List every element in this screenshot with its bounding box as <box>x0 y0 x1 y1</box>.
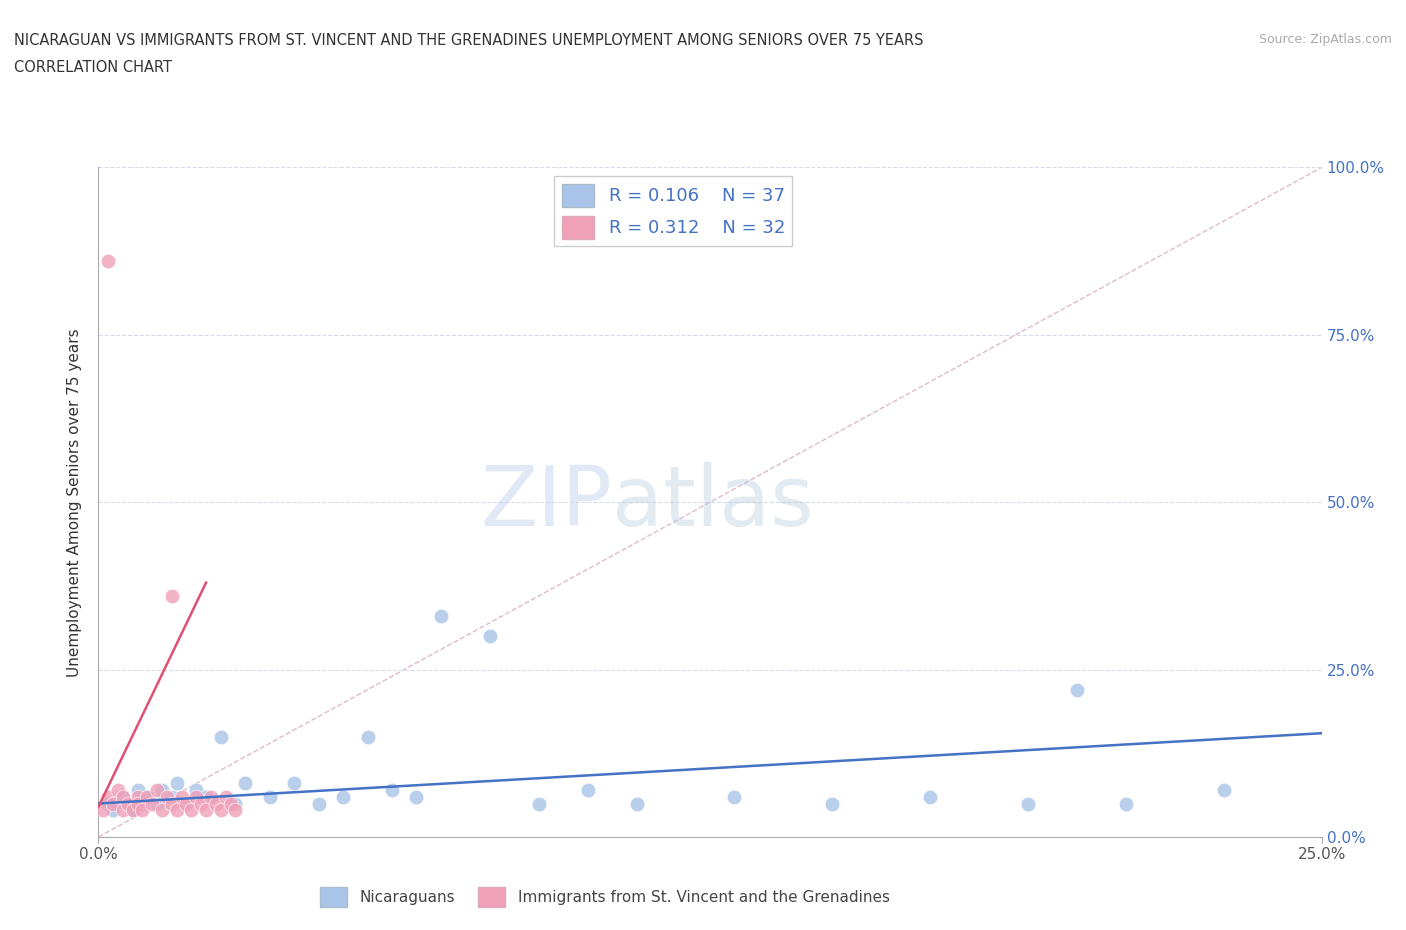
Point <box>259 790 281 804</box>
Point <box>131 803 153 817</box>
Point <box>156 790 179 804</box>
Point <box>127 790 149 804</box>
Point <box>170 790 193 804</box>
Point <box>150 783 173 798</box>
Point <box>626 796 648 811</box>
Point <box>111 790 134 804</box>
Point <box>111 803 134 817</box>
Text: atlas: atlas <box>612 461 814 543</box>
Point <box>160 790 183 804</box>
Point <box>195 790 218 804</box>
Point <box>146 796 169 811</box>
Text: NICARAGUAN VS IMMIGRANTS FROM ST. VINCENT AND THE GRENADINES UNEMPLOYMENT AMONG : NICARAGUAN VS IMMIGRANTS FROM ST. VINCEN… <box>14 33 924 47</box>
Point <box>195 803 218 817</box>
Point <box>1212 783 1234 798</box>
Point <box>209 803 232 817</box>
Point <box>180 803 202 817</box>
Point <box>107 783 129 798</box>
Point <box>224 796 246 811</box>
Point <box>101 803 124 817</box>
Point <box>150 803 173 817</box>
Point <box>723 790 745 804</box>
Point <box>186 790 208 804</box>
Point <box>101 796 124 811</box>
Point <box>97 254 120 269</box>
Point <box>920 790 942 804</box>
Point <box>136 790 159 804</box>
Point <box>224 803 246 817</box>
Point <box>576 783 599 798</box>
Y-axis label: Unemployment Among Seniors over 75 years: Unemployment Among Seniors over 75 years <box>67 328 83 676</box>
Point <box>166 803 188 817</box>
Point <box>332 790 354 804</box>
Legend: R = 0.106    N = 37, R = 0.312    N = 32: R = 0.106 N = 37, R = 0.312 N = 32 <box>554 177 792 246</box>
Point <box>127 783 149 798</box>
Point <box>1066 683 1088 698</box>
Point <box>117 796 139 811</box>
Point <box>283 776 305 790</box>
Text: ZIP: ZIP <box>481 461 612 543</box>
Point <box>97 796 120 811</box>
Point <box>233 776 256 790</box>
Point <box>190 796 212 811</box>
Point <box>146 783 169 798</box>
Point <box>121 803 143 817</box>
Point <box>430 608 453 623</box>
Point <box>117 796 139 811</box>
Point <box>176 796 198 811</box>
Text: Source: ZipAtlas.com: Source: ZipAtlas.com <box>1258 33 1392 46</box>
Point <box>381 783 404 798</box>
Point <box>200 790 222 804</box>
Point <box>308 796 330 811</box>
Point <box>478 629 501 644</box>
Point <box>527 796 550 811</box>
Point <box>1017 796 1039 811</box>
Point <box>121 803 143 817</box>
Point <box>214 790 236 804</box>
Point <box>160 589 183 604</box>
Point <box>141 796 163 811</box>
Point <box>136 790 159 804</box>
Point <box>160 796 183 811</box>
Point <box>186 783 208 798</box>
Point <box>127 796 149 811</box>
Point <box>821 796 844 811</box>
Point <box>176 796 198 811</box>
Point <box>1115 796 1137 811</box>
Point <box>209 729 232 744</box>
Point <box>131 796 153 811</box>
Point <box>219 796 242 811</box>
Point <box>356 729 378 744</box>
Point <box>205 796 228 811</box>
Text: CORRELATION CHART: CORRELATION CHART <box>14 60 172 75</box>
Point <box>97 790 120 804</box>
Point <box>405 790 427 804</box>
Point <box>111 790 134 804</box>
Point <box>166 776 188 790</box>
Point <box>91 803 114 817</box>
Legend: Nicaraguans, Immigrants from St. Vincent and the Grenadines: Nicaraguans, Immigrants from St. Vincent… <box>314 882 896 913</box>
